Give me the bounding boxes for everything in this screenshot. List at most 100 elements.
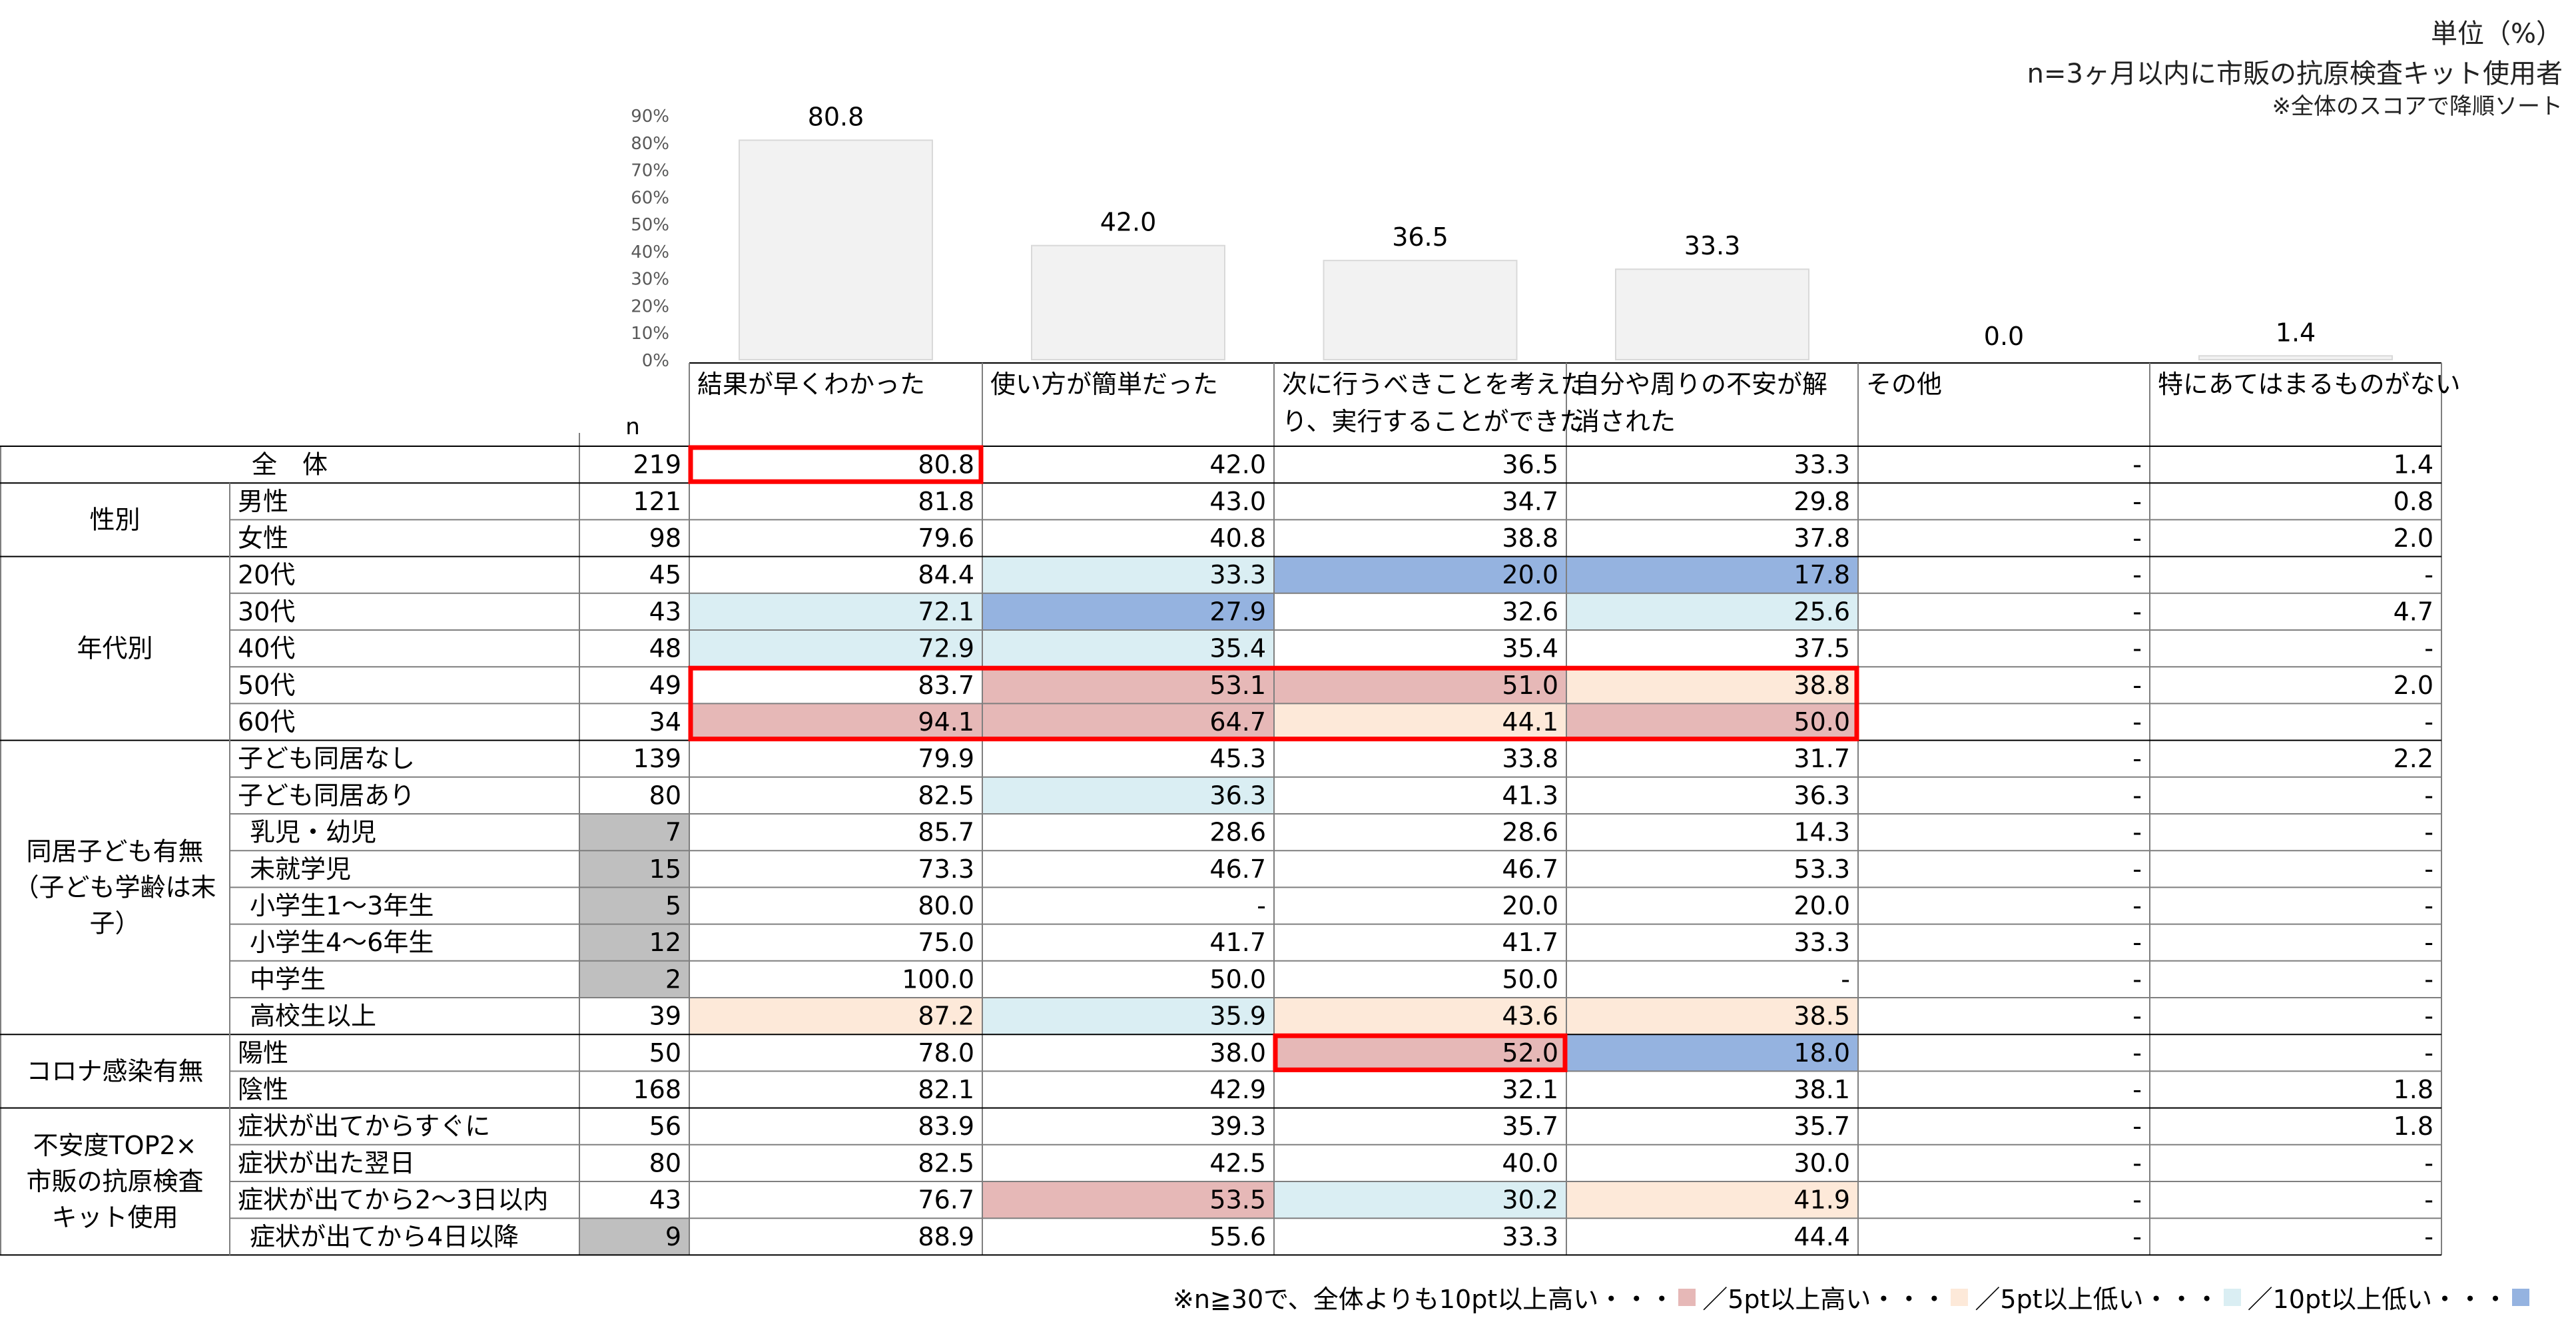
cell-value: 4.7	[2394, 597, 2433, 626]
legend-swatch-low5	[2223, 1288, 2241, 1306]
cell-value: 81.8	[918, 487, 974, 516]
cell-value: -	[2132, 818, 2142, 847]
cell-value: 40.0	[1502, 1148, 1558, 1177]
n-value: 15	[649, 854, 681, 884]
legend-item-low10: ／10pt以上低い・・・	[2247, 1285, 2508, 1314]
cell-value: -	[2424, 1222, 2433, 1251]
y-tick-label: 80%	[631, 134, 669, 154]
cell-value: 31.7	[1793, 744, 1850, 773]
n-value: 2	[665, 964, 681, 994]
column-header: り、実行することができた	[1282, 407, 1584, 436]
cell-value: 41.3	[1502, 781, 1558, 810]
row-label: 40代	[238, 634, 295, 663]
cell-value: -	[2132, 560, 2142, 589]
y-tick-label: 0%	[642, 351, 669, 371]
bar	[1031, 244, 1225, 360]
cell-highlight	[1274, 1034, 1566, 1072]
cell-value: 33.3	[1793, 928, 1850, 957]
cell-value: -	[2424, 818, 2433, 847]
y-tick-label: 10%	[631, 324, 669, 344]
cell-value: 30.0	[1793, 1148, 1850, 1177]
n-value: 98	[649, 523, 681, 553]
cell-value: 41.7	[1502, 928, 1558, 957]
cell-value: -	[2132, 634, 2142, 663]
cell-value: -	[2132, 781, 2142, 810]
cell-value: 42.9	[1209, 1075, 1266, 1104]
group-label: 市販の抗原検査	[26, 1167, 203, 1196]
cell-value: 17.8	[1793, 560, 1850, 589]
y-tick-label: 30%	[631, 270, 669, 290]
cell-highlight	[982, 556, 1274, 593]
y-tick-label: 20%	[631, 296, 669, 316]
row-label: 小学生4～6年生	[250, 928, 434, 957]
cell-value: -	[2424, 928, 2433, 957]
data-label: 80.8	[808, 103, 864, 132]
data-label: 36.5	[1392, 222, 1449, 252]
n-value: 43	[649, 1185, 681, 1215]
cell-value: 82.5	[918, 781, 974, 810]
cell-value: -	[2424, 1038, 2433, 1068]
cell-highlight	[982, 1181, 1274, 1219]
cell-value: 20.0	[1793, 891, 1850, 920]
cell-value: -	[1841, 964, 1850, 994]
cell-value: -	[2132, 891, 2142, 920]
cell-value: 39.3	[1209, 1112, 1266, 1141]
data-label: 42.0	[1100, 208, 1157, 237]
n-value: 5	[665, 891, 681, 920]
cell-value: -	[2132, 523, 2142, 553]
column-header: その他	[1866, 370, 1942, 399]
cell-value: 79.6	[918, 523, 974, 553]
bar	[2198, 355, 2393, 361]
red-highlight-box	[1273, 1033, 1568, 1072]
cell-value: 36.3	[1793, 781, 1850, 810]
column-header: 自分や周りの不安が解	[1574, 370, 1827, 399]
cell-value: 46.7	[1209, 854, 1266, 884]
group-label: （子ども学齢は末	[13, 872, 216, 902]
cell-value: 38.8	[1793, 671, 1850, 700]
cell-value: 35.7	[1502, 1112, 1558, 1141]
row-label: 60代	[238, 707, 295, 737]
row-label: 女性	[238, 523, 288, 553]
cell-value: 33.3	[1209, 560, 1266, 589]
cell-value: -	[2132, 671, 2142, 700]
legend-item-low5: ／5pt以上低い・・・	[1975, 1285, 2220, 1314]
n-cell-shaded	[579, 850, 689, 888]
unit-label: 単位（%）	[2430, 19, 2563, 49]
row-label: 子ども同居なし	[238, 744, 415, 773]
cell-value: 40.8	[1209, 523, 1266, 553]
cell-value: -	[2424, 891, 2433, 920]
cell-value: 83.7	[918, 671, 974, 700]
row-label: 20代	[238, 560, 295, 589]
column-header: 使い方が簡単だった	[990, 370, 1218, 399]
cell-highlight	[1566, 703, 1858, 741]
cell-value: -	[1257, 891, 1266, 920]
y-tick-label: 50%	[631, 215, 669, 235]
cell-value: -	[2424, 964, 2433, 994]
cell-value: -	[2424, 707, 2433, 737]
group-label: コロナ感染有無	[26, 1056, 203, 1086]
cell-value: 29.8	[1793, 487, 1850, 516]
cell-value: -	[2132, 928, 2142, 957]
cell-value: 35.9	[1209, 1002, 1266, 1031]
cell-value: 80.0	[918, 891, 974, 920]
bar	[739, 139, 933, 360]
red-highlight-box	[688, 445, 984, 484]
n-value: 43	[649, 597, 681, 626]
cell-value: 75.0	[918, 928, 974, 957]
column-header: 次に行うべきことを考えた	[1282, 370, 1586, 399]
cell-value: 20.0	[1502, 560, 1558, 589]
cell-value: -	[2132, 854, 2142, 884]
cell-highlight	[689, 703, 982, 741]
cell-value: -	[2132, 487, 2142, 516]
cell-value: 72.1	[918, 597, 974, 626]
cell-highlight	[1274, 998, 1566, 1035]
cell-value: -	[2424, 854, 2433, 884]
cell-value: 85.7	[918, 818, 974, 847]
legend-item-high5: ／5pt以上高い・・・	[1702, 1285, 1947, 1314]
cell-highlight	[1566, 998, 1858, 1035]
cell-value: 28.6	[1502, 818, 1558, 847]
cell-highlight	[982, 703, 1274, 741]
cell-highlight	[982, 593, 1274, 630]
cell-value: 2.2	[2394, 744, 2433, 773]
cell-value: 34.7	[1502, 487, 1558, 516]
